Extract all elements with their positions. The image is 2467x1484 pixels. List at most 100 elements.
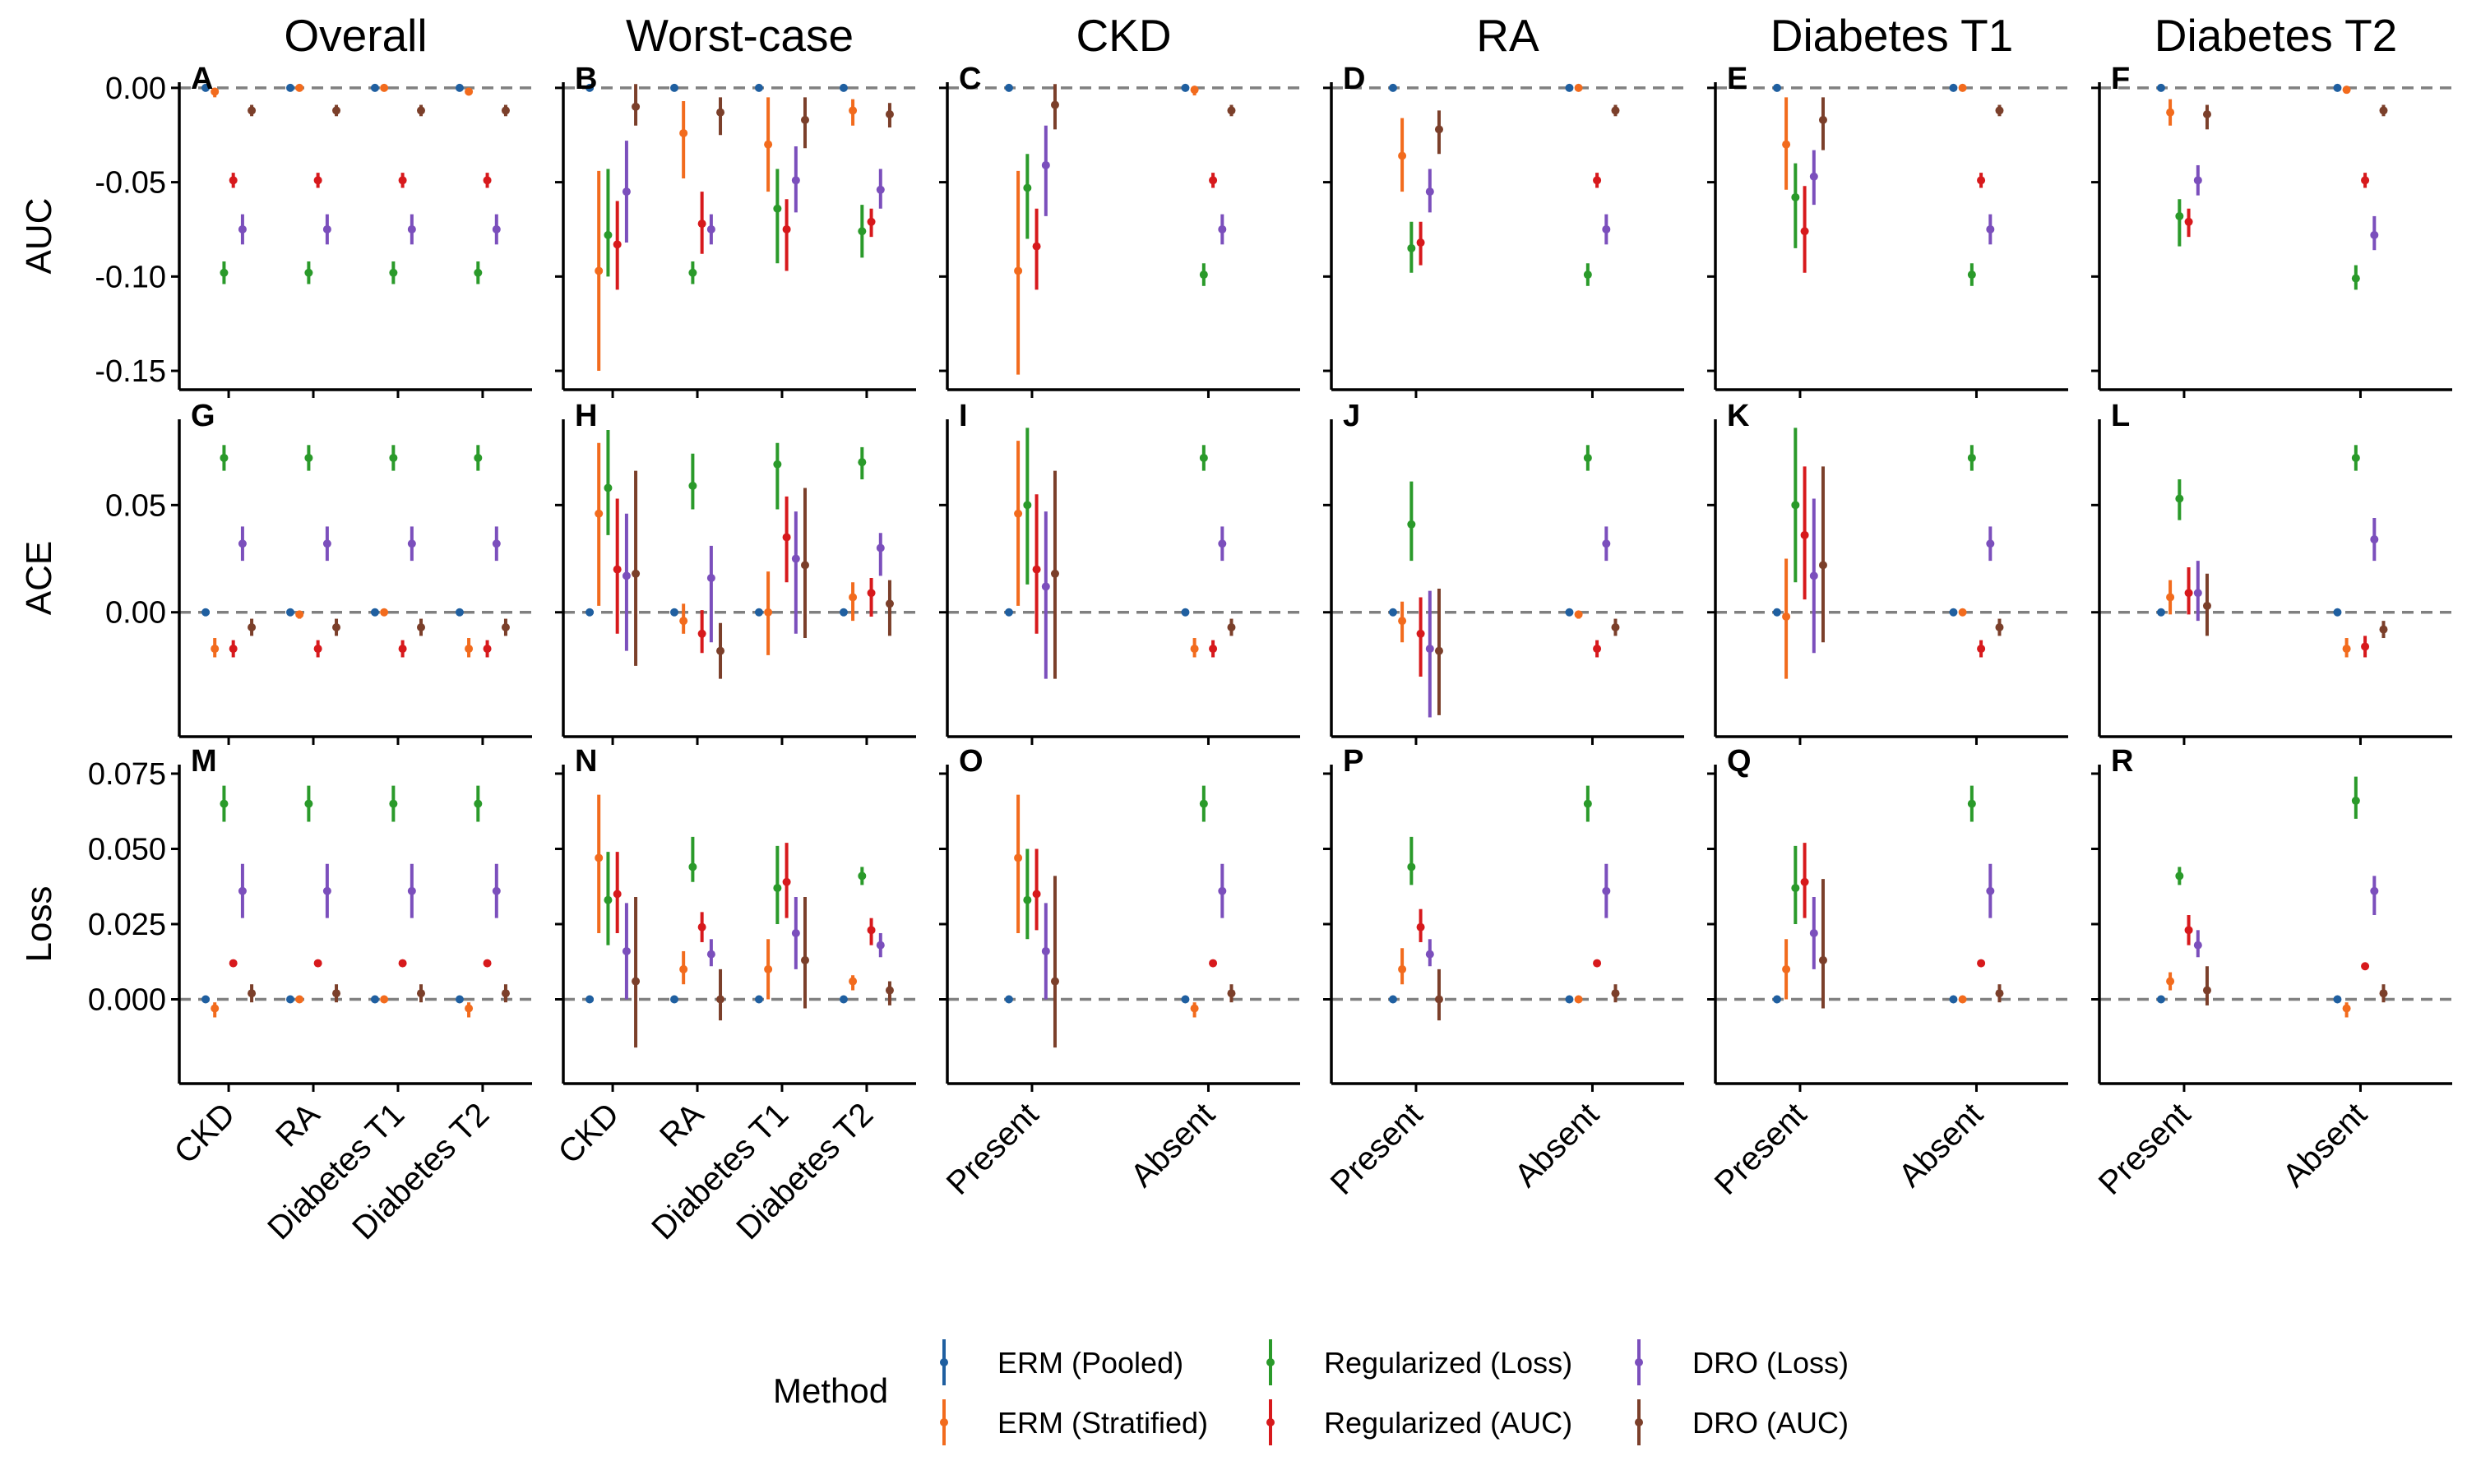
data-point (201, 608, 211, 617)
x-tick-label: Absent (1508, 1096, 1606, 1194)
data-point (1032, 565, 1041, 574)
panel-letter: N (575, 744, 597, 779)
data-point (876, 185, 885, 194)
data-point (332, 106, 341, 115)
data-point (688, 481, 697, 490)
data-point (474, 799, 483, 808)
panel-letter: J (1343, 399, 1360, 433)
data-point (295, 83, 304, 92)
data-point (1004, 608, 1013, 617)
data-point (1416, 922, 1425, 932)
data-point (304, 453, 313, 462)
data-point (1782, 140, 1791, 149)
legend-entry-label: ERM (Pooled) (997, 1346, 1183, 1380)
x-tick-label: Absent (1124, 1096, 1222, 1194)
data-point (1565, 995, 1574, 1004)
data-point (1050, 569, 1059, 578)
data-point (586, 608, 595, 617)
data-point (791, 554, 800, 563)
legend-entry-label: Regularized (AUC) (1324, 1406, 1572, 1440)
data-point (849, 593, 858, 602)
data-point (1986, 886, 1995, 895)
data-point (1398, 964, 1407, 973)
data-point (2351, 274, 2360, 283)
legend-entry-label: DRO (Loss) (1692, 1346, 1849, 1380)
data-point (389, 799, 398, 808)
data-point (773, 204, 782, 213)
panel-letter: B (575, 62, 597, 96)
data-point (604, 230, 613, 239)
legend-key-point (1266, 1358, 1275, 1366)
data-point (1181, 83, 1190, 92)
data-point (2370, 535, 2379, 544)
data-point (295, 610, 304, 619)
data-point (492, 224, 501, 233)
data-point (1050, 977, 1059, 986)
panel-letter: O (959, 744, 984, 779)
data-point (1023, 895, 1032, 904)
data-point (1593, 959, 1602, 968)
data-point (398, 959, 407, 968)
data-point (501, 989, 510, 998)
data-point (1190, 1004, 1199, 1013)
panel-letter: Q (1727, 744, 1752, 779)
data-point (604, 483, 613, 492)
data-point (1041, 582, 1050, 591)
data-point (229, 645, 238, 654)
data-point (313, 176, 322, 185)
data-point (2379, 106, 2388, 115)
data-point (885, 986, 894, 995)
data-point (501, 622, 510, 631)
data-point (492, 539, 501, 548)
y-tick-label: 0.00 (105, 72, 166, 106)
data-point (679, 617, 688, 626)
data-point (1593, 176, 1602, 185)
data-point (483, 645, 492, 654)
x-tick-label: Present (1708, 1096, 1814, 1202)
data-point (773, 884, 782, 893)
data-point (613, 565, 622, 574)
data-point (1791, 501, 1800, 510)
data-point (679, 964, 688, 973)
panel-letter: C (959, 62, 981, 96)
data-point (586, 83, 595, 92)
data-point (1602, 224, 1611, 233)
data-point (1388, 608, 1397, 617)
data-point (1190, 645, 1199, 654)
data-point (858, 871, 867, 881)
data-point (380, 83, 389, 92)
x-tick-label: Absent (2276, 1096, 2374, 1194)
data-point (679, 128, 688, 137)
data-point (1791, 192, 1800, 201)
data-point (1209, 176, 1218, 185)
data-point (1949, 995, 1958, 1004)
data-point (455, 83, 464, 92)
data-point (1004, 83, 1013, 92)
panel-letter: I (959, 399, 968, 433)
data-point (398, 176, 407, 185)
data-point (1772, 608, 1781, 617)
data-point (211, 87, 220, 96)
legend-key-point (1635, 1358, 1643, 1366)
data-point (1227, 989, 1236, 998)
data-point (688, 268, 697, 277)
data-point (1809, 172, 1818, 181)
data-point (304, 799, 313, 808)
data-point (1602, 539, 1611, 548)
data-point (1574, 610, 1583, 619)
data-point (1209, 959, 1218, 968)
data-point (2370, 886, 2379, 895)
data-point (858, 227, 867, 236)
data-point (322, 886, 331, 895)
data-point (474, 453, 483, 462)
data-point (1416, 238, 1425, 247)
data-point (407, 539, 416, 548)
data-point (229, 176, 238, 185)
legend-key-point (1266, 1418, 1275, 1426)
data-point (416, 989, 425, 998)
data-point (492, 886, 501, 895)
column-title: Diabetes T2 (2155, 10, 2398, 61)
data-point (1986, 224, 1995, 233)
data-point (1967, 270, 1976, 280)
data-point (2361, 642, 2370, 651)
